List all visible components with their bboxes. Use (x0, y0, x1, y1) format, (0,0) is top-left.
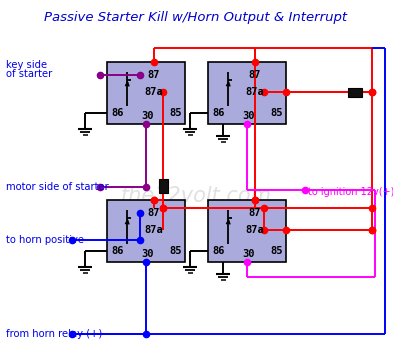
Text: motor side of starter: motor side of starter (6, 182, 109, 192)
Text: 87: 87 (147, 70, 160, 80)
Text: 87: 87 (248, 70, 261, 80)
Text: 87: 87 (248, 208, 261, 218)
Text: 87a: 87a (245, 87, 264, 97)
Bar (159, 179, 168, 193)
Text: 30: 30 (242, 249, 255, 259)
Bar (208, 62, 286, 124)
Text: 85: 85 (170, 108, 182, 118)
Text: 87a: 87a (144, 87, 163, 97)
Text: 86: 86 (213, 108, 225, 118)
Text: 87: 87 (147, 208, 160, 218)
Bar (208, 200, 286, 262)
Text: 87a: 87a (245, 225, 264, 235)
Text: 85: 85 (271, 108, 283, 118)
Text: 85: 85 (271, 246, 283, 256)
Text: to ignition 12v(+): to ignition 12v(+) (308, 187, 393, 197)
Text: 30: 30 (242, 111, 255, 121)
Text: 86: 86 (112, 246, 124, 256)
Text: 30: 30 (141, 249, 154, 259)
Text: of starter: of starter (6, 69, 52, 79)
Text: 87a: 87a (144, 225, 163, 235)
Text: to horn positive: to horn positive (6, 235, 84, 245)
Text: 86: 86 (213, 246, 225, 256)
Bar (348, 88, 362, 96)
Text: key side: key side (6, 60, 47, 70)
Text: 30: 30 (141, 111, 154, 121)
Text: from horn relay (+): from horn relay (+) (6, 329, 102, 339)
Text: 86: 86 (112, 108, 124, 118)
Text: the12volt.com: the12volt.com (121, 186, 272, 206)
Bar (107, 62, 185, 124)
Text: Passive Starter Kill w/Horn Output & Interrupt: Passive Starter Kill w/Horn Output & Int… (44, 11, 347, 24)
Text: 85: 85 (170, 246, 182, 256)
Bar (107, 200, 185, 262)
